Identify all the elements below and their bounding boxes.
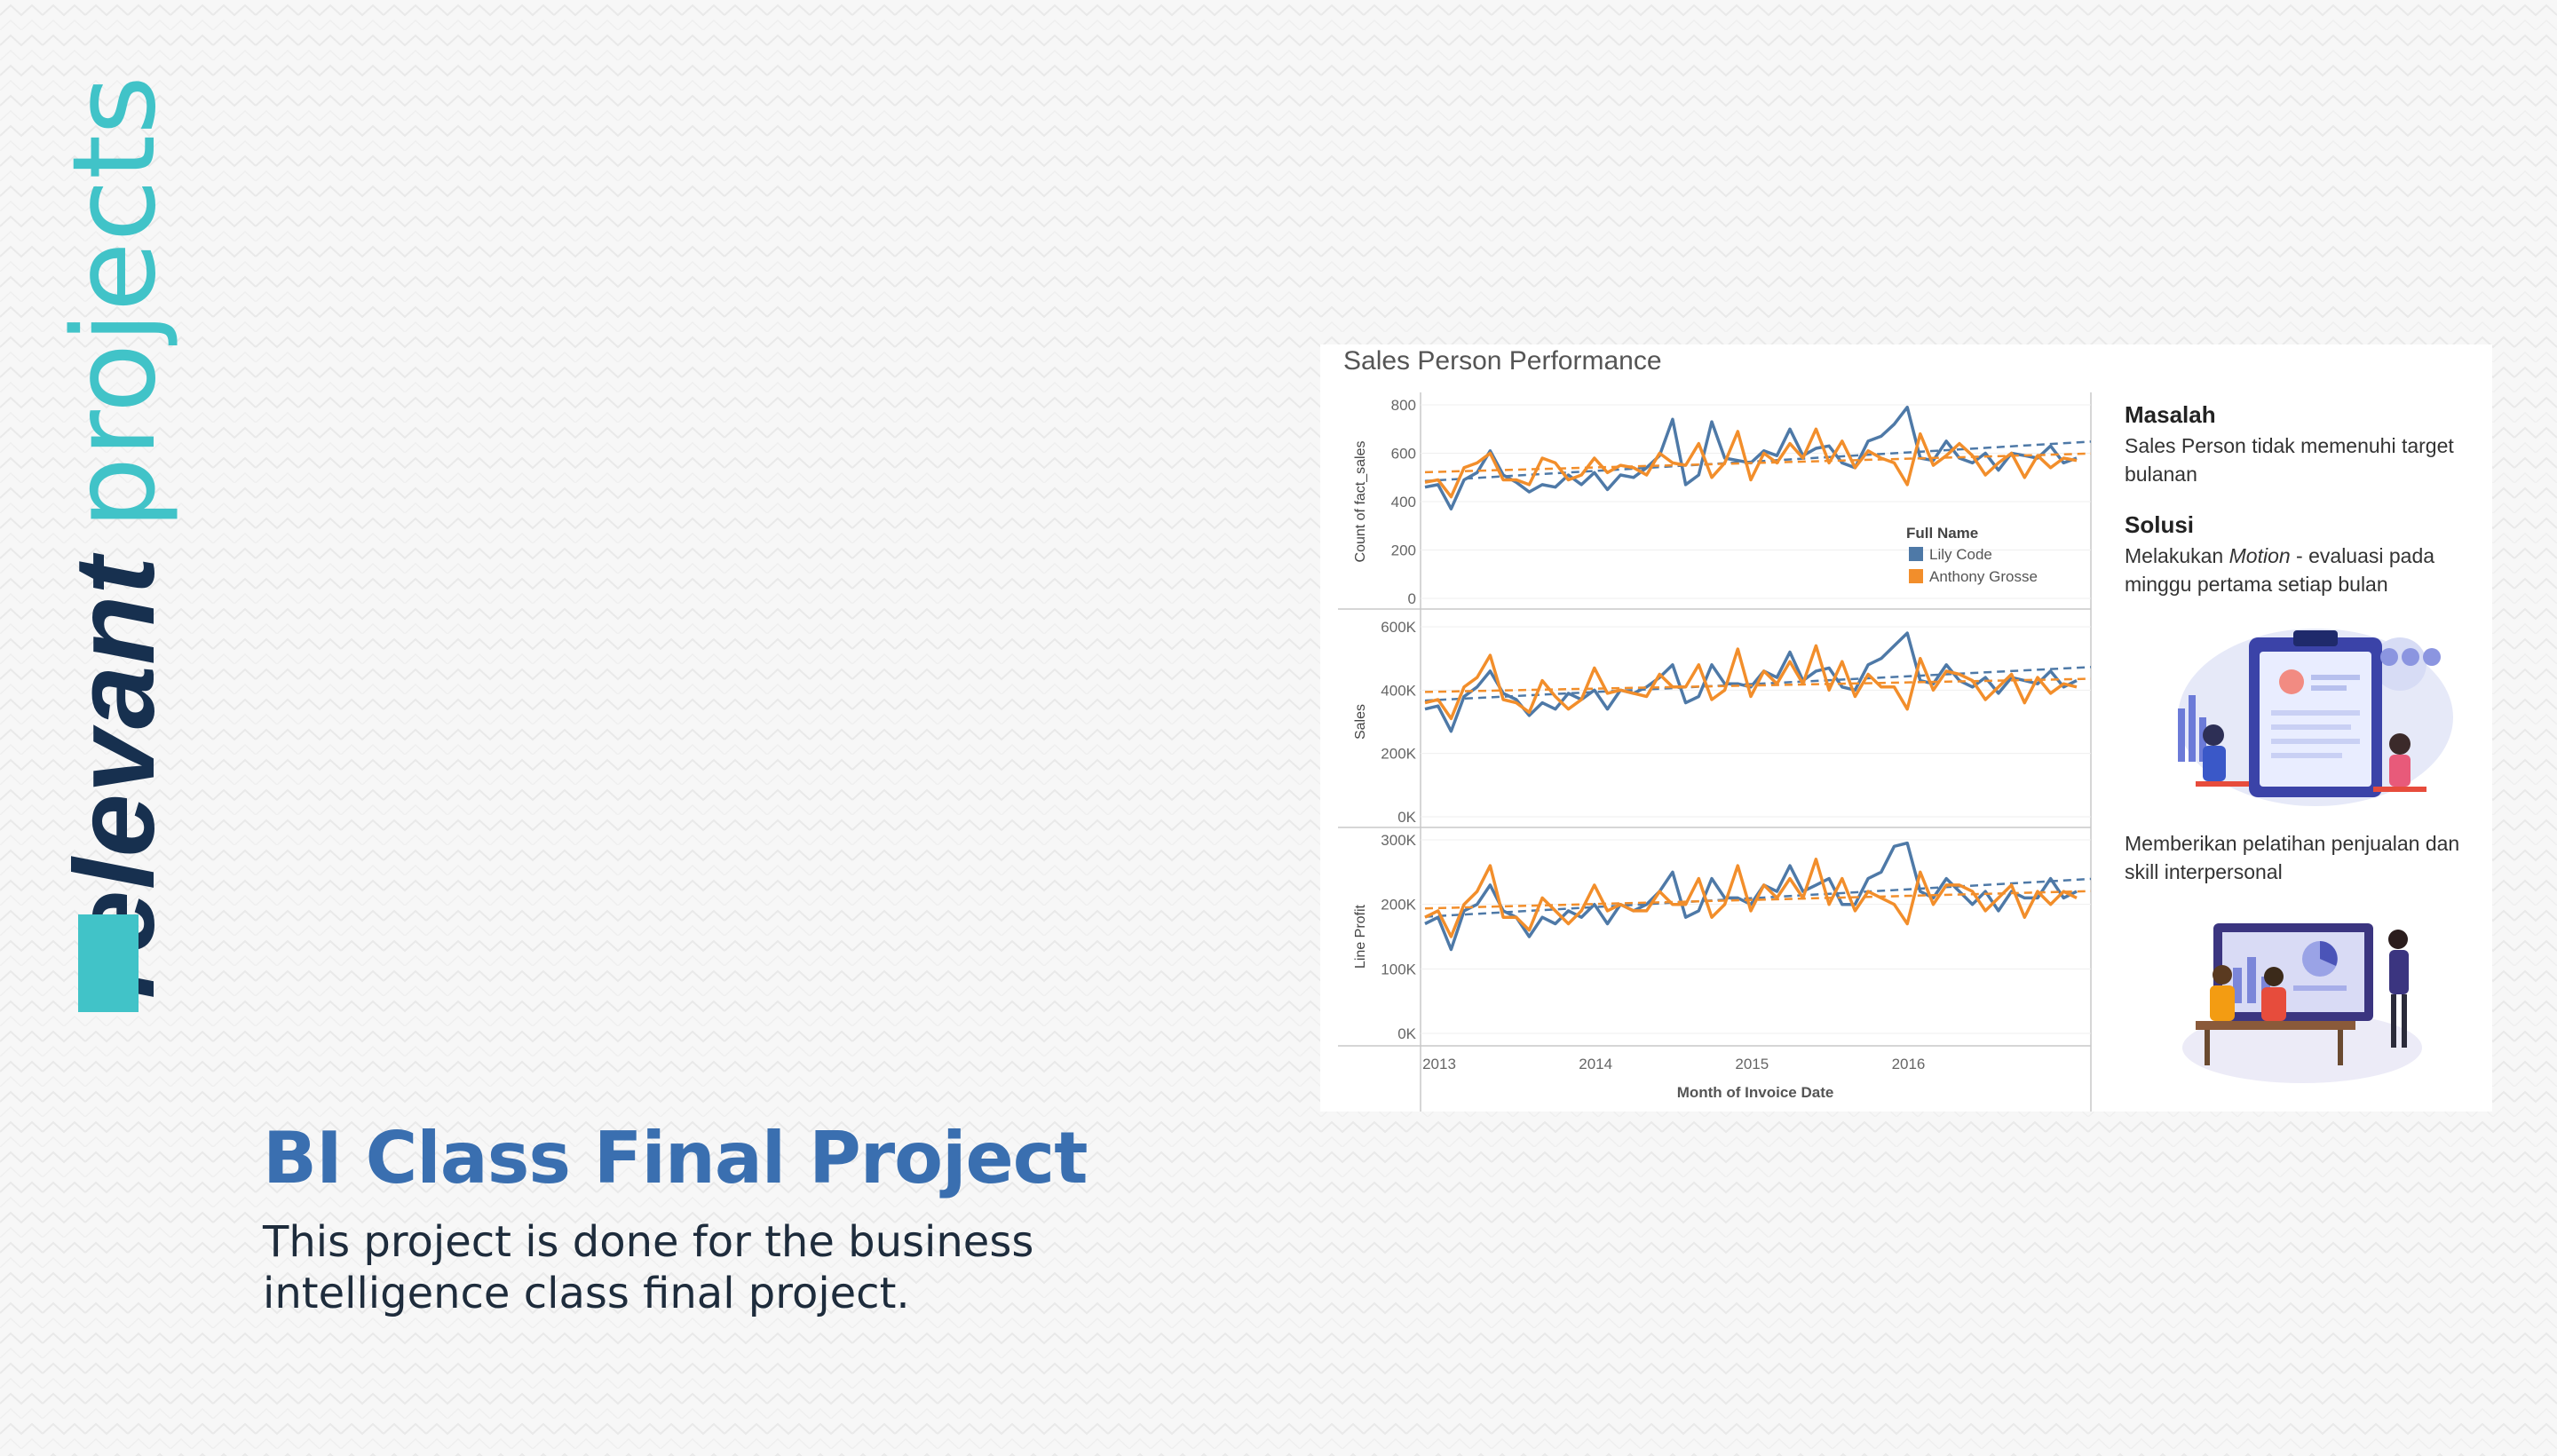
y-tick-label: 800 <box>1391 397 1416 414</box>
series-line-anthony-grosse <box>1424 858 2078 938</box>
x-axis-title: Month of Invoice Date <box>1677 1084 1834 1101</box>
problem-text: Sales Person tidak memenuhi target bulan… <box>2125 434 2454 486</box>
y-axis-title: Count of fact_sales <box>1353 441 1368 563</box>
series-line-anthony-grosse <box>1424 427 2078 499</box>
legend-entry: Anthony Grosse <box>1929 568 2038 585</box>
y-tick-label: 0K <box>1397 1025 1416 1042</box>
y-tick-label: 100K <box>1381 961 1416 977</box>
y-tick-label: 0 <box>1408 590 1416 607</box>
clipboard-meeting-illustration <box>2178 629 2453 806</box>
series-line-lily-code <box>1424 405 2078 510</box>
solution-heading: Solusi <box>2125 511 2195 538</box>
notes-panel: Masalah Sales Person tidak memenuhi targ… <box>2125 344 2492 1112</box>
x-tick-label: 2015 <box>1735 1056 1769 1072</box>
presentation-meeting-illustration <box>2182 923 2422 1083</box>
y-tick-label: 300K <box>1381 832 1416 849</box>
x-tick-label: 2016 <box>1892 1056 1926 1072</box>
y-tick-label: 600K <box>1381 619 1416 636</box>
solution2-text: Memberikan pelatihan penjualan dan skill… <box>2125 832 2460 883</box>
legend-swatch <box>1909 547 1923 561</box>
series-line-lily-code <box>1424 841 2078 952</box>
y-tick-label: 200K <box>1381 746 1416 763</box>
x-tick-label: 2014 <box>1579 1056 1612 1072</box>
solution-text-post: - evaluasi pada minggu pertama setiap bu… <box>2125 544 2435 596</box>
y-tick-label: 200 <box>1391 542 1416 559</box>
y-tick-label: 0K <box>1397 809 1416 826</box>
project-title: BI Class Final Project <box>263 1117 1088 1199</box>
y-axis-title: Line Profit <box>1353 904 1368 969</box>
series-line-lily-code <box>1424 631 2078 733</box>
sales-performance-chart: 0 200 400 600 800 Count of fact_sales 0K 200K 40… <box>1338 392 2092 1112</box>
x-tick-label: 2013 <box>1422 1056 1456 1072</box>
solution-text-emphasis: Motion <box>2228 544 2291 567</box>
y-tick-label: 400K <box>1381 682 1416 699</box>
dashboard-screenshot: Sales Person Performance 0 200 400 600 800 Co… <box>1320 344 2492 1112</box>
y-tick-label: 600 <box>1391 446 1416 463</box>
solution-text: Melakukan Motion - evaluasi pada minggu … <box>2125 542 2489 598</box>
section-label: relevantprojects <box>49 53 181 1021</box>
solution-text-pre: Melakukan <box>2125 544 2229 567</box>
chart-title: Sales Person Performance <box>1343 346 1662 376</box>
problem-heading: Masalah <box>2125 401 2216 428</box>
accent-bar <box>78 914 139 1012</box>
legend-swatch <box>1909 569 1923 583</box>
legend-entry: Lily Code <box>1929 546 1992 563</box>
legend-title: Full Name <box>1906 525 1978 542</box>
section-label-word-projects: projects <box>49 75 181 529</box>
series-line-anthony-grosse <box>1424 644 2078 721</box>
y-axis-title: Sales <box>1353 704 1368 740</box>
y-tick-label: 400 <box>1391 494 1416 510</box>
project-description: This project is done for the business in… <box>263 1217 1034 1318</box>
y-tick-label: 200K <box>1381 897 1416 914</box>
